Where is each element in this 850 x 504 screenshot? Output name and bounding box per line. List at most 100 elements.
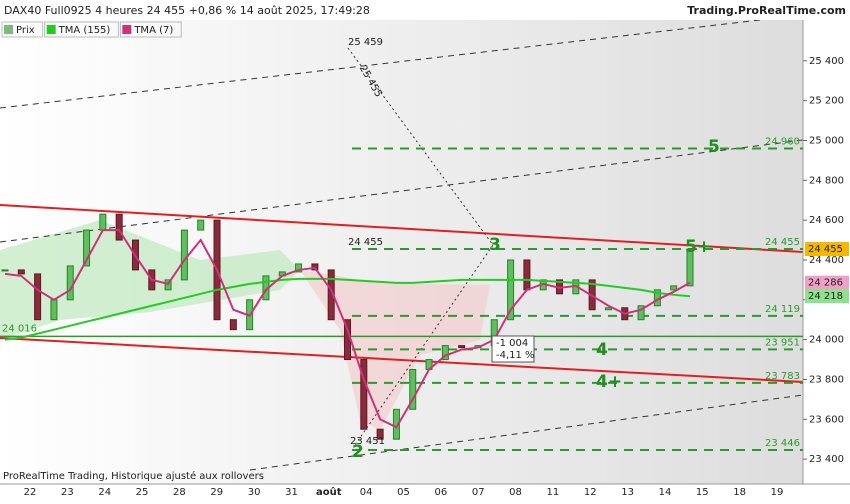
x-tick-label: 31 — [285, 487, 298, 498]
candle — [409, 368, 417, 410]
annotation: 25 459 — [348, 37, 383, 48]
legend-label: TMA (155) — [58, 25, 111, 36]
x-tick-label: 23 — [61, 487, 74, 498]
candle — [229, 319, 237, 331]
candle — [66, 265, 74, 301]
candle — [376, 428, 384, 440]
candle — [392, 408, 400, 440]
x-tick-label: 11 — [547, 487, 560, 498]
candle — [34, 273, 42, 321]
candle — [507, 259, 515, 321]
x-tick-label: 14 — [659, 487, 672, 498]
y-tick-label: 24 400 — [809, 255, 844, 266]
y-tick-label: 24 600 — [809, 215, 844, 226]
wave-label: 5 — [708, 137, 720, 157]
candle — [180, 229, 188, 281]
footer: ProRealTime Trading, Historique ajusté a… — [3, 470, 264, 482]
legend-box — [119, 21, 182, 38]
price-tag-label: 24 455 — [808, 244, 843, 255]
trend-line — [0, 139, 804, 243]
y-tick-label: 23 400 — [809, 454, 844, 465]
candle — [686, 248, 694, 287]
legend-label: Prix — [16, 25, 35, 36]
candle — [17, 269, 25, 275]
x-tick-label: 12 — [584, 487, 597, 498]
x-tick-label: 07 — [472, 487, 485, 498]
level-label: 23 783 — [765, 371, 800, 382]
channel-line — [0, 204, 804, 253]
annotation: 24 455 — [348, 237, 383, 248]
x-tick-label: 18 — [733, 487, 746, 498]
candle — [197, 219, 205, 231]
x-tick-label: 04 — [360, 487, 373, 498]
ma-line — [4, 277, 691, 341]
legend-swatch — [46, 25, 56, 34]
annotation: -1 004 — [496, 338, 528, 349]
level-label: 23 951 — [765, 337, 800, 348]
price-tag-label: 24 218 — [808, 291, 843, 302]
header-title: DAX40 Full0925 4 heures 24 455 +0,86 % 1… — [4, 4, 370, 17]
ma-line — [4, 229, 691, 429]
area-fill — [300, 270, 490, 430]
y-tick-label: 23 800 — [809, 374, 844, 385]
x-tick-label: 05 — [397, 487, 410, 498]
candle — [523, 259, 531, 291]
x-tick-label: 13 — [621, 487, 634, 498]
channel-line — [0, 337, 804, 383]
legend-box — [1, 21, 44, 38]
candle — [604, 307, 612, 311]
x-tick-label: 29 — [210, 487, 223, 498]
candle — [295, 263, 303, 273]
wave-label: 4+ — [596, 372, 622, 392]
x-tick-label: 06 — [434, 487, 447, 498]
level-label: 24 455 — [765, 237, 800, 248]
wave-label: 3 — [489, 235, 501, 255]
candle — [115, 213, 123, 241]
x-tick-label: 22 — [24, 487, 37, 498]
x-tick-label: 15 — [696, 487, 709, 498]
trend-line — [249, 394, 804, 471]
price-tag — [805, 275, 849, 290]
price-tag — [805, 289, 849, 304]
y-tick-label: 25 200 — [809, 96, 844, 107]
legend-label: TMA (7) — [133, 25, 173, 36]
wave-label: 2 — [352, 442, 364, 462]
candle — [50, 299, 58, 321]
y-tick-label: 23 600 — [809, 414, 844, 425]
price-tag — [805, 242, 849, 257]
header-bar — [0, 0, 850, 20]
x-tick-label: 08 — [509, 487, 522, 498]
candle — [83, 229, 91, 267]
source: Trading.ProRealTime.com — [687, 4, 846, 17]
support-label: 24 016 — [2, 323, 37, 334]
annotation: -4,11 % — [496, 350, 535, 361]
annotation: 23 451 — [350, 436, 385, 447]
measure-box — [491, 335, 535, 363]
candle — [441, 345, 449, 361]
y-tick-label: 24 000 — [809, 335, 844, 346]
candle — [360, 359, 368, 430]
wave-label: 5+ — [685, 237, 711, 257]
candle — [1, 269, 9, 272]
x-tick-label: 19 — [771, 487, 784, 498]
level-label: 24 119 — [765, 304, 800, 315]
level-label: 23 446 — [765, 438, 800, 449]
price-tag-label: 24 286 — [808, 278, 843, 289]
candle — [670, 285, 678, 291]
y-tick-label: 24 800 — [809, 175, 844, 186]
x-tick-label: 28 — [173, 487, 186, 498]
legend-swatch — [122, 25, 132, 34]
candle — [99, 213, 107, 231]
x-tick-label: 24 — [98, 487, 111, 498]
wave-path — [347, 47, 494, 446]
y-tick-label: 25 400 — [809, 56, 844, 67]
legend-box — [44, 21, 119, 38]
y-tick-label: 25 000 — [809, 135, 844, 146]
legend-swatch — [4, 25, 13, 34]
candle — [458, 345, 466, 349]
x-tick-label: 25 — [136, 487, 149, 498]
trend-line — [0, 14, 804, 109]
level-label: 24 960 — [765, 136, 800, 147]
wave-label: 4 — [596, 340, 608, 360]
